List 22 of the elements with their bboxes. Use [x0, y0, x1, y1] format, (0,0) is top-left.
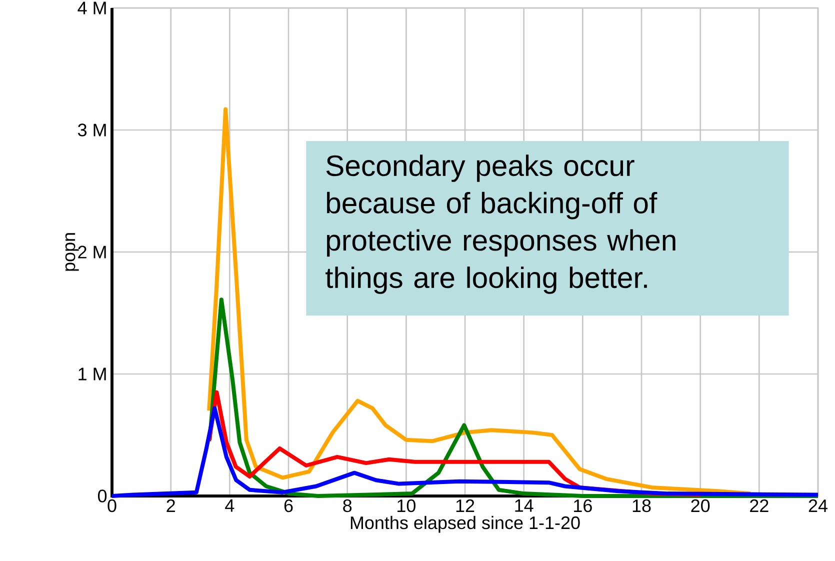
- x-tick-label: 2: [166, 499, 175, 512]
- line-series: [110, 406, 820, 498]
- x-tick-label: 6: [284, 499, 293, 512]
- x-tick-label: 12: [456, 499, 474, 512]
- x-tick-label: 4: [225, 499, 234, 512]
- y-tick-label: 1 M: [78, 368, 106, 380]
- x-axis-title: Months elapsed since 1-1-20: [350, 516, 580, 533]
- annotation: Secondary peaks occur because of backing-off of protective responses when things are looking better.: [326, 154, 676, 294]
- x-tick-label: 22: [750, 499, 768, 512]
- y-tick-label: 2 M: [78, 246, 106, 258]
- y-tick-label: 3 M: [78, 124, 106, 136]
- x-tick-label: 14: [515, 499, 534, 512]
- x-tick-label: 10: [398, 499, 416, 512]
- x-tick-label: 24: [808, 499, 828, 512]
- x-tick-label: 0: [108, 499, 116, 512]
- y-axis-title: popn: [65, 233, 79, 271]
- x-tick-label: 18: [632, 499, 651, 512]
- y-tick-label: 4 M: [78, 2, 106, 14]
- x-tick-label: 20: [691, 499, 710, 512]
- x-tick-label: 16: [574, 499, 592, 512]
- x-tick-label: 8: [343, 499, 352, 512]
- y-tick-label: 0: [98, 490, 107, 502]
